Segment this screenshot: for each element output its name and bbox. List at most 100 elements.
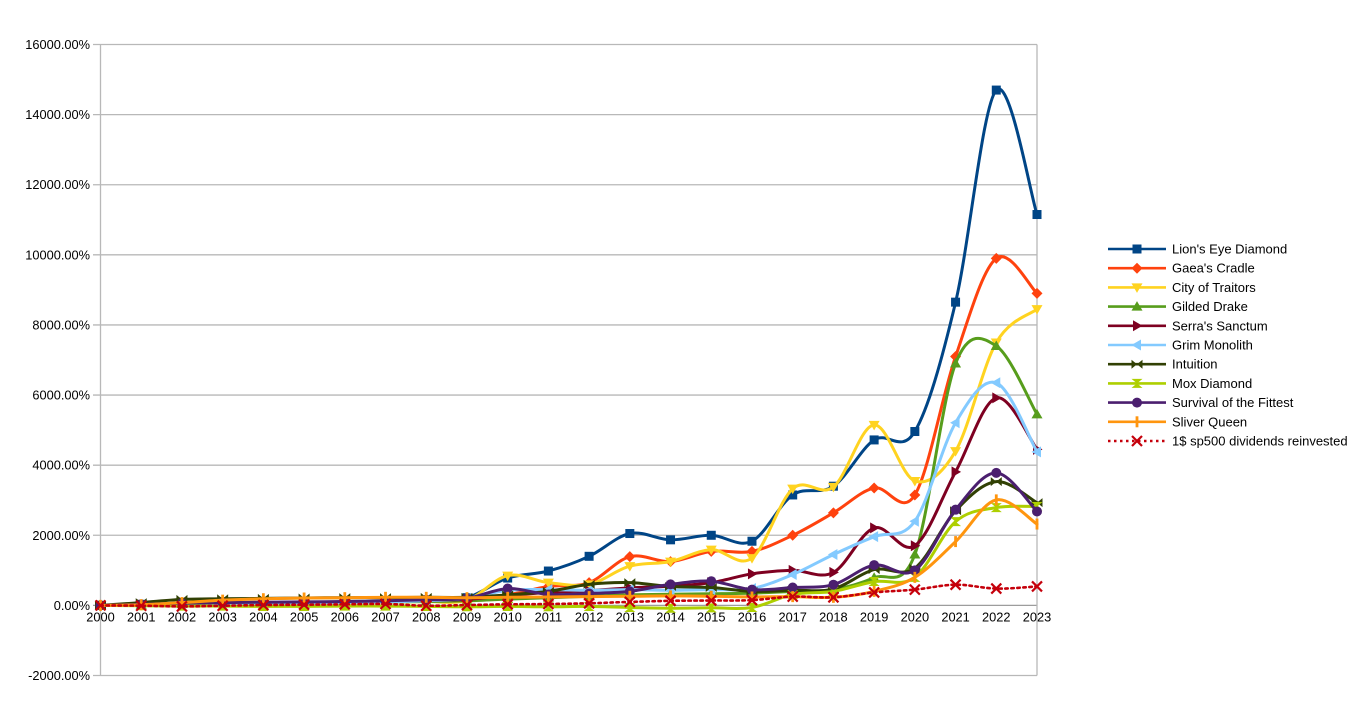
x-tick-label: 2017	[778, 609, 806, 624]
series-line-lion-s-eye-diamond	[99, 87, 1039, 607]
series-marker	[950, 504, 961, 515]
legend-label: Gilded Drake	[1172, 299, 1248, 314]
series-marker	[909, 565, 920, 576]
x-tick-label: 2016	[738, 609, 766, 624]
legend-marker	[1131, 339, 1141, 351]
x-tick-label: 2015	[697, 609, 725, 624]
series-marker	[624, 551, 636, 563]
series-marker	[786, 590, 799, 603]
series-marker	[868, 572, 880, 582]
legend-label: City of Traitors	[1172, 280, 1256, 295]
series-marker	[624, 562, 636, 572]
series-marker	[990, 252, 1002, 264]
y-tick-label: 12000.00%	[25, 177, 90, 192]
series-marker	[991, 467, 1002, 478]
x-tick-label: 2023	[1023, 609, 1051, 624]
series-marker	[909, 583, 921, 596]
series-marker	[868, 586, 880, 599]
series-marker	[584, 551, 594, 561]
series-marker	[666, 535, 676, 545]
series-marker	[750, 591, 754, 603]
series-marker	[868, 482, 880, 494]
series-marker	[869, 560, 880, 571]
series-marker	[420, 599, 433, 612]
series-marker	[869, 435, 879, 445]
series-marker	[705, 594, 718, 607]
series-marker	[990, 503, 1002, 513]
x-tick-label: 2014	[656, 609, 684, 624]
x-tick-label: 2008	[412, 609, 440, 624]
series-marker	[1032, 506, 1042, 517]
x-tick-label: 2010	[493, 609, 521, 624]
series-marker	[298, 598, 310, 611]
x-tick-label: 2009	[453, 609, 481, 624]
series-marker	[868, 577, 880, 587]
series-marker	[990, 582, 1003, 595]
legend-marker	[1131, 262, 1143, 274]
x-tick-label: 2001	[127, 609, 155, 624]
series-marker	[950, 517, 962, 527]
series-marker	[990, 477, 1002, 487]
series-marker	[990, 340, 1002, 350]
series-marker	[624, 596, 636, 608]
series-marker	[302, 592, 306, 604]
series-marker	[909, 515, 919, 527]
legend-label: Lion's Eye Diamond	[1172, 242, 1287, 257]
series-marker	[706, 530, 716, 540]
series-marker	[542, 598, 555, 610]
series-marker	[706, 576, 717, 587]
series-marker	[746, 584, 757, 595]
series-marker	[628, 590, 632, 602]
series-marker	[827, 549, 838, 561]
x-tick-label: 2004	[249, 609, 277, 624]
series-line-city-of-traitors	[99, 307, 1039, 607]
series-marker	[502, 571, 514, 582]
series-marker	[669, 590, 672, 602]
legend-marker	[1132, 397, 1142, 408]
series-marker	[424, 591, 428, 603]
legend-marker	[1135, 416, 1139, 428]
series-marker	[827, 482, 839, 493]
series-marker	[747, 536, 757, 546]
legend-marker	[1131, 378, 1143, 388]
series-marker	[180, 597, 184, 609]
series-marker	[827, 591, 840, 604]
series-marker	[343, 592, 347, 604]
series-marker	[910, 427, 920, 437]
series-marker	[339, 598, 351, 611]
y-tick-label: 6000.00%	[32, 388, 90, 403]
x-tick-label: 2018	[819, 609, 847, 624]
x-tick-label: 2005	[290, 609, 318, 624]
legend-marker	[1131, 301, 1143, 311]
series-marker	[829, 566, 839, 578]
series-marker	[950, 447, 962, 457]
legend-label: Intuition	[1172, 357, 1218, 372]
y-tick-label: 10000.00%	[25, 247, 90, 262]
series-marker	[950, 417, 960, 429]
series-marker	[950, 358, 962, 368]
series-marker	[176, 600, 188, 613]
legend-marker	[1132, 244, 1142, 254]
legend-label: Survival of the Fittest	[1172, 395, 1294, 410]
series-marker	[994, 494, 998, 506]
legend-label: 1$ sp500 dividends reinvested	[1172, 434, 1348, 449]
x-tick-label: 2006	[331, 609, 359, 624]
x-tick-label: 2007	[371, 609, 399, 624]
series-marker	[502, 583, 513, 594]
series-marker	[909, 476, 921, 487]
series-marker	[261, 593, 265, 605]
series-marker	[221, 594, 225, 606]
series-marker	[709, 590, 713, 602]
x-tick-label: 2020	[901, 609, 929, 624]
series-marker	[542, 578, 554, 589]
legend-label: Gaea's Cradle	[1172, 261, 1255, 276]
series-marker	[1031, 408, 1043, 419]
series-marker	[587, 591, 591, 603]
series-marker	[1031, 287, 1043, 299]
series-marker	[787, 582, 798, 593]
series-marker	[705, 603, 717, 613]
series-marker	[94, 599, 107, 612]
legend-label: Sliver Queen	[1172, 414, 1247, 429]
series-marker	[665, 557, 677, 568]
